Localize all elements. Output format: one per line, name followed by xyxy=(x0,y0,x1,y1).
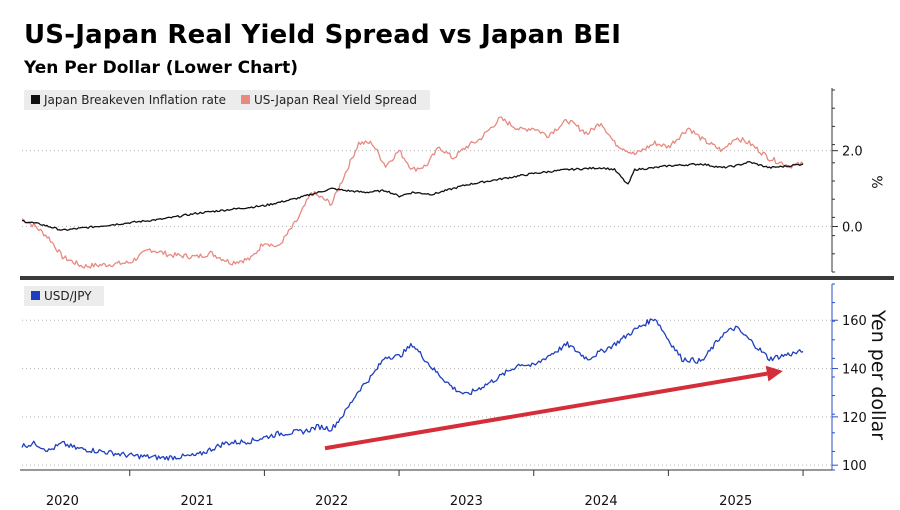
panel-divider xyxy=(20,276,894,280)
x-tick-label: 2024 xyxy=(585,494,618,509)
y-tick-label: 120 xyxy=(842,411,867,426)
upper-legend-background xyxy=(24,90,430,110)
y-tick-label: 160 xyxy=(842,314,867,329)
y-tick-label: 140 xyxy=(842,363,867,378)
y-tick-label: 100 xyxy=(842,459,867,474)
lower-y-ticks: 100 120 140 160 xyxy=(832,283,867,474)
x-tick-label: 2020 xyxy=(46,494,79,509)
y-tick-label: 2.0 xyxy=(842,145,863,160)
series-line-usdjpy xyxy=(21,318,804,461)
series-line-bei xyxy=(21,160,804,231)
upper-y-axis-title: % xyxy=(868,175,884,188)
x-tick-label: 2023 xyxy=(450,494,483,509)
chart-subtitle: Yen Per Dollar (Lower Chart) xyxy=(24,58,298,78)
lower-gridlines xyxy=(22,319,832,466)
chart-title: US-Japan Real Yield Spread vs Japan BEI xyxy=(24,20,622,50)
legend-label-spread: US-Japan Real Yield Spread xyxy=(254,93,417,107)
upper-y-ticks: 0.0 2.0 xyxy=(832,89,863,273)
lower-legend: USD/JPY xyxy=(24,286,104,306)
series-layer xyxy=(21,116,804,461)
series-line-spread xyxy=(21,116,804,269)
x-tick-label: 2025 xyxy=(719,494,752,509)
legend-swatch-spread xyxy=(241,95,250,104)
x-axis-ticks: 2020 2021 2022 2023 2024 2025 xyxy=(46,470,804,509)
lower-legend-background xyxy=(24,286,104,306)
upper-legend: Japan Breakeven Inflation rate US-Japan … xyxy=(24,90,430,110)
y-tick-label: 0.0 xyxy=(842,221,863,236)
x-tick-label: 2021 xyxy=(181,494,214,509)
lower-y-axis-title: Yen per dollar xyxy=(867,309,889,440)
trend-arrow-shaft xyxy=(324,371,768,451)
legend-label-usdjpy: USD/JPY xyxy=(44,289,92,303)
legend-swatch-usdjpy xyxy=(31,291,40,300)
upper-gridlines xyxy=(22,150,832,227)
trend-arrow-head xyxy=(765,365,783,382)
legend-swatch-bei xyxy=(31,95,40,104)
legend-label-bei: Japan Breakeven Inflation rate xyxy=(43,93,226,107)
x-tick-label: 2022 xyxy=(315,494,348,509)
